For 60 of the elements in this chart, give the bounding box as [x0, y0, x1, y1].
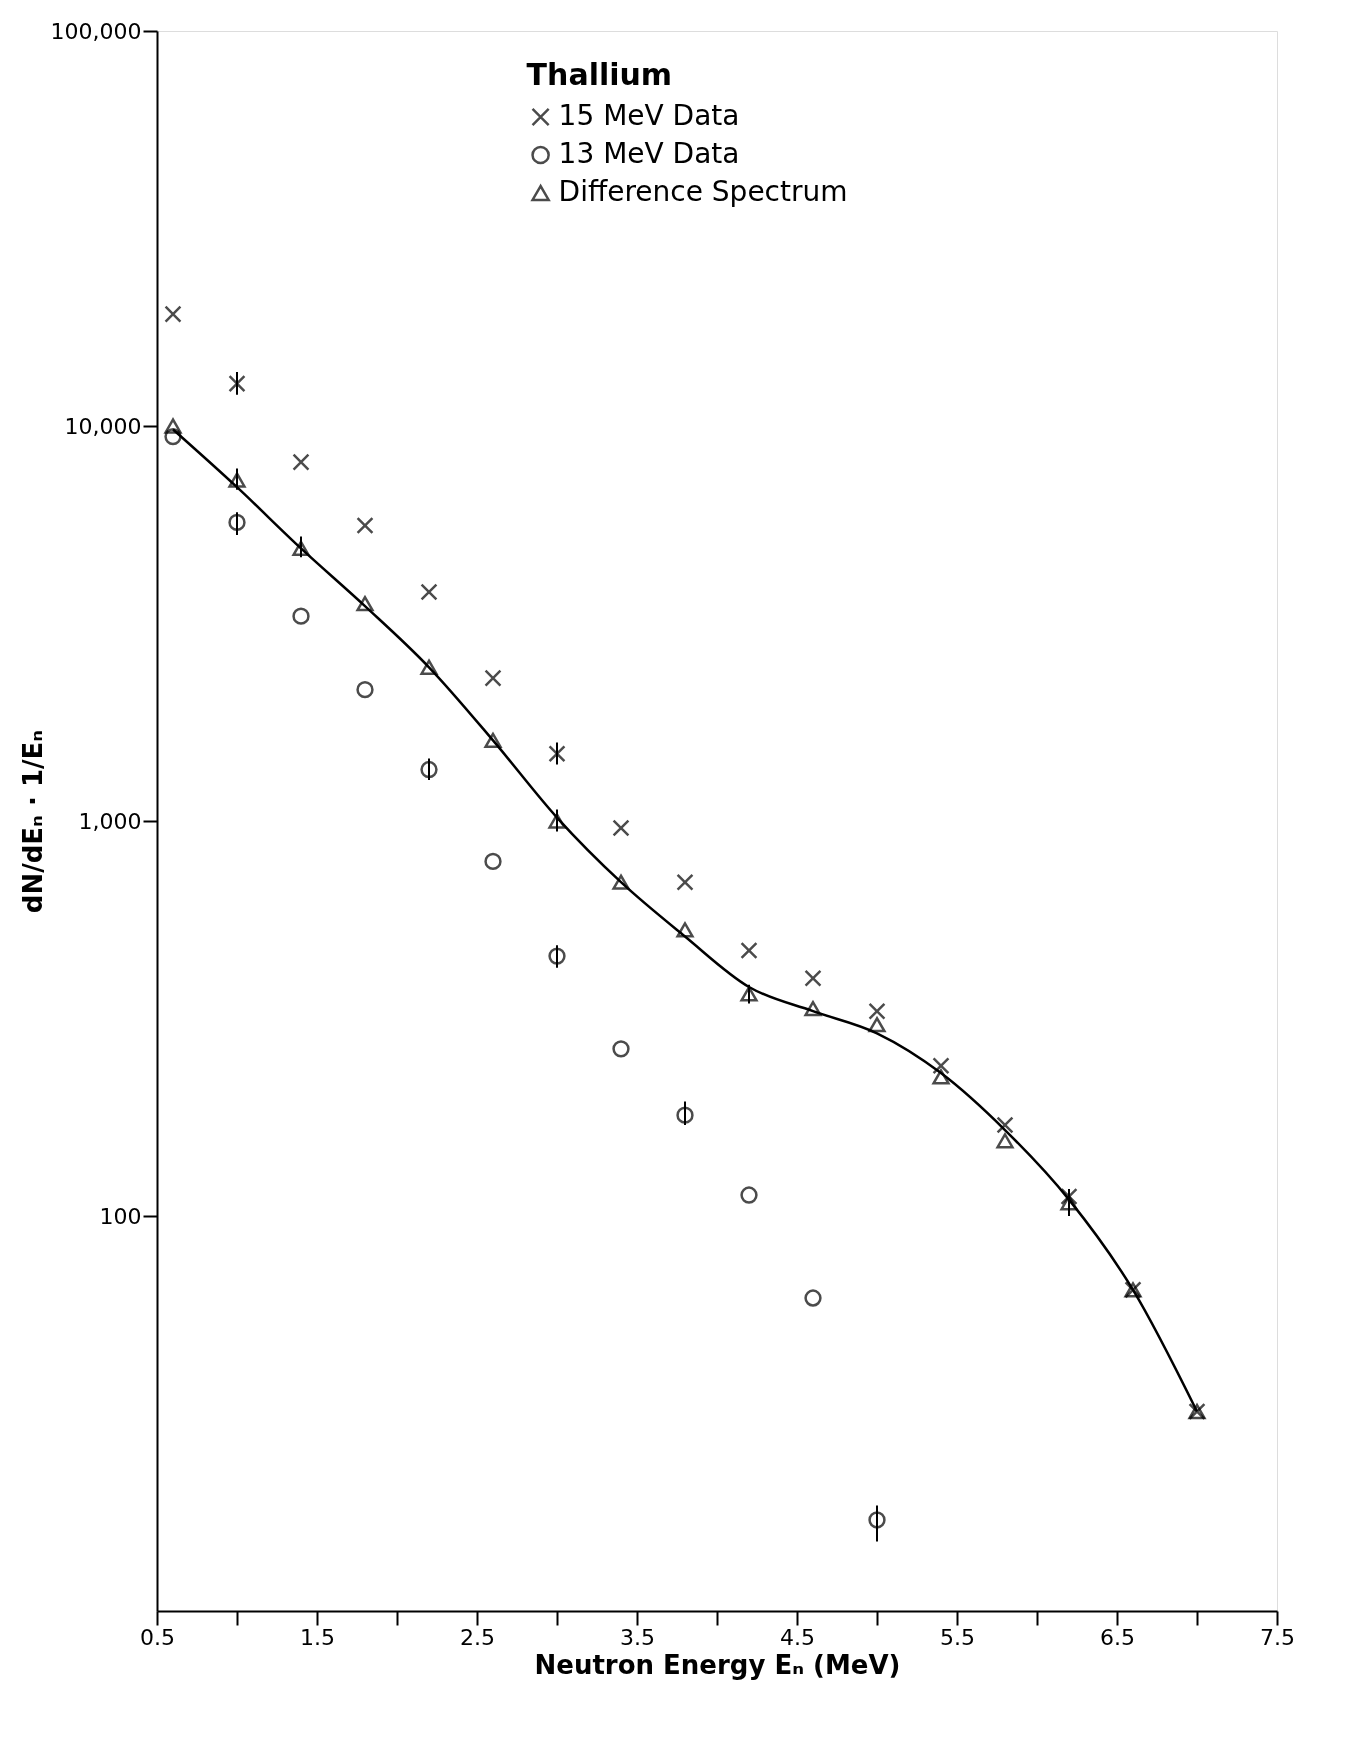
point — [356, 595, 374, 612]
x-tick-label: 5.5 — [940, 1624, 975, 1650]
point — [996, 1116, 1014, 1134]
point — [804, 969, 822, 987]
point — [356, 681, 374, 699]
point — [612, 819, 630, 837]
y-tick-label: 100 — [99, 1203, 142, 1229]
point — [740, 986, 758, 1002]
point — [484, 732, 502, 749]
point — [292, 453, 310, 471]
point — [676, 922, 694, 938]
point — [740, 941, 758, 960]
point — [868, 1017, 886, 1033]
point — [228, 374, 246, 393]
point — [228, 513, 246, 532]
x-tick-label: 6.5 — [1100, 1624, 1135, 1650]
point — [676, 873, 694, 891]
point — [228, 472, 246, 488]
x-tick-label: 3.5 — [620, 1624, 655, 1650]
point — [932, 1069, 950, 1085]
point — [292, 540, 310, 557]
legend-label: 15 MeV Data — [558, 99, 740, 132]
point — [868, 1002, 886, 1020]
point — [292, 607, 310, 625]
x-tick-label: 4.5 — [780, 1624, 815, 1650]
point — [548, 947, 566, 965]
point — [420, 760, 438, 779]
x-tick-label: 2.5 — [460, 1624, 495, 1650]
point — [356, 516, 374, 535]
point — [996, 1133, 1014, 1149]
point — [612, 1040, 630, 1058]
point — [484, 852, 502, 871]
y-tick-label: 100,000 — [50, 18, 142, 44]
y-tick-label: 1,000 — [78, 808, 142, 834]
point — [420, 583, 438, 601]
point — [164, 418, 182, 434]
point — [932, 1057, 950, 1075]
y-tick-label: 10,000 — [64, 413, 142, 439]
point — [868, 1511, 886, 1529]
x-tick-label: 1.5 — [300, 1624, 335, 1650]
x-tick-label: 7.5 — [1260, 1624, 1295, 1650]
point — [612, 874, 630, 890]
point — [740, 1186, 758, 1204]
y-axis-title: dN/dEₙ · 1/Eₙ — [17, 729, 48, 914]
point — [804, 1289, 822, 1307]
point — [804, 1000, 822, 1017]
point — [676, 1106, 694, 1124]
x-axis-title: Neutron Energy Eₙ (MeV) — [534, 1649, 901, 1680]
point — [164, 427, 182, 446]
legend-label: Difference Spectrum — [558, 175, 848, 208]
point — [484, 669, 502, 687]
point — [420, 659, 438, 675]
point — [548, 745, 566, 763]
point — [548, 813, 566, 829]
point — [164, 305, 182, 323]
x-tick-label: 0.5 — [140, 1624, 175, 1650]
point — [1060, 1195, 1078, 1211]
legend-label: 13 MeV Data — [558, 137, 740, 170]
legend-title: Thallium — [526, 57, 673, 92]
point — [1060, 1187, 1078, 1206]
